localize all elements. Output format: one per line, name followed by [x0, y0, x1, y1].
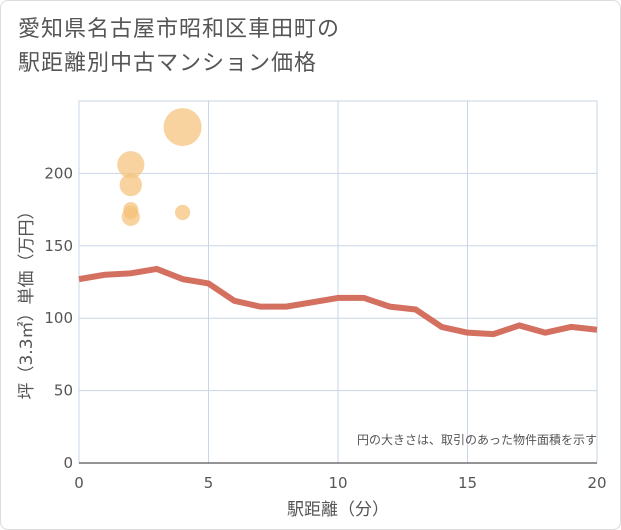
x-tick-labels: 0 5 10 15 20 — [74, 474, 606, 492]
chart-title-line2: 駅距離別中古マンション価格 — [18, 51, 318, 76]
y-axis-label: 坪（3.3㎡）単価（万円） — [17, 202, 37, 399]
x-tick-label: 5 — [204, 474, 214, 492]
y-tick-label: 0 — [63, 454, 73, 472]
scatter-point — [121, 207, 140, 226]
scatter-point — [163, 108, 202, 147]
y-tick-label: 100 — [44, 309, 73, 327]
scatter-point — [175, 204, 191, 221]
y-tick-label: 200 — [44, 164, 73, 182]
x-tick-label: 10 — [328, 474, 347, 492]
x-axis-label: 駅距離（分） — [287, 500, 389, 520]
average-price-line — [78, 265, 598, 338]
x-tick-label: 20 — [587, 474, 606, 492]
x-tick-label: 0 — [74, 474, 84, 492]
size-note: 円の大きさは、取引のあった物件面積を示す — [357, 432, 597, 447]
x-tick-label: 15 — [458, 474, 477, 492]
chart-title: 愛知県名古屋市昭和区車田町の 駅距離別中古マンション価格 — [18, 13, 340, 81]
average-line — [78, 265, 598, 338]
y-tick-label: 150 — [44, 237, 73, 255]
scatter-point — [119, 173, 142, 197]
scatter-points — [117, 108, 202, 226]
scatter-point — [117, 151, 145, 179]
grid-lines — [78, 100, 598, 464]
y-tick-label: 50 — [54, 382, 73, 400]
chart-title-line1: 愛知県名古屋市昭和区車田町の — [18, 17, 341, 42]
y-tick-labels: 0 50 100 150 200 — [44, 164, 73, 472]
